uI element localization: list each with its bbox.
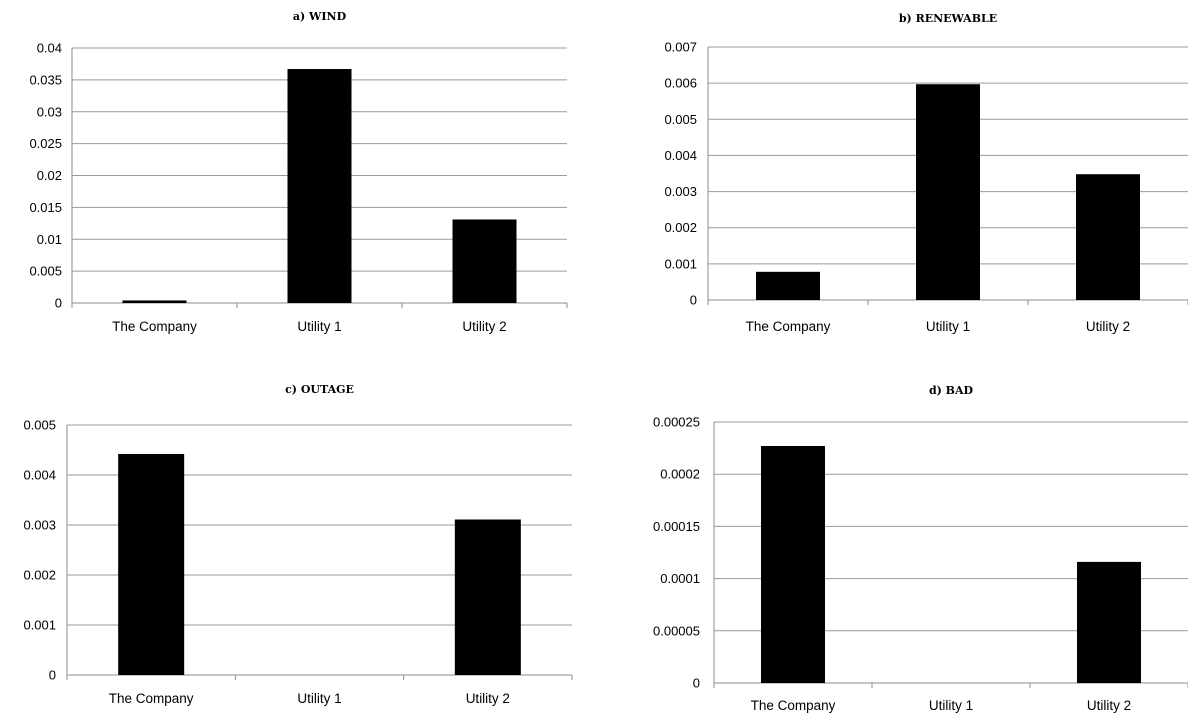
y-tick-label: 0.002 xyxy=(664,220,697,235)
x-tick-label: Utility 1 xyxy=(926,319,970,334)
y-tick-label: 0.003 xyxy=(23,518,56,533)
x-tick-label: Utility 2 xyxy=(1087,698,1131,713)
y-tick-label: 0.005 xyxy=(23,418,56,433)
y-tick-label: 0.0001 xyxy=(660,571,700,586)
y-tick-label: 0.001 xyxy=(664,256,697,271)
y-tick-label: 0.001 xyxy=(23,618,56,633)
x-tick-label: The Company xyxy=(751,698,836,713)
y-tick-label: 0.02 xyxy=(37,168,62,183)
y-tick-label: 0.006 xyxy=(664,76,697,91)
y-tick-label: 0.004 xyxy=(664,148,697,163)
chart-1: a) WIND 0 0.005 0.01 0.015 0.02 0.025 0.03 0.035… xyxy=(29,10,568,334)
x-tick-label: Utility 1 xyxy=(929,698,973,713)
x-tick-label: Utility 2 xyxy=(462,319,506,334)
bar-utility-2 xyxy=(1077,561,1141,683)
x-tick-label: The Company xyxy=(112,319,197,334)
y-tick-label: 0.04 xyxy=(37,41,62,56)
y-tick-label: 0.004 xyxy=(23,468,56,483)
bar-utility-2 xyxy=(452,219,517,303)
y-tick-label: 0.025 xyxy=(29,136,62,151)
chart-title: c) OUTAGE xyxy=(285,383,354,396)
bar-the-company xyxy=(122,300,187,303)
x-tick-label: Utility 2 xyxy=(466,691,510,706)
bar-the-company xyxy=(756,271,820,300)
y-tick-label: 0.002 xyxy=(23,568,56,583)
chart-4: d) BAD 0 0.00005 0.0001 0.00015 0.0002 0.00025… xyxy=(653,384,1188,713)
y-tick-label: 0.00025 xyxy=(653,415,700,430)
y-tick-label: 0.003 xyxy=(664,184,697,199)
x-tick-label: Utility 2 xyxy=(1086,319,1130,334)
y-tick-label: 0 xyxy=(55,296,62,311)
y-tick-label: 0.00015 xyxy=(653,519,700,534)
y-tick-label: 0 xyxy=(693,676,700,691)
chart-title: d) BAD xyxy=(929,384,974,397)
y-tick-label: 0.005 xyxy=(664,112,697,127)
chart-3: c) OUTAGE 0 0.001 0.002 0.003 0.004 0.005 The C… xyxy=(23,383,573,706)
bar-the-company xyxy=(761,446,825,683)
x-tick-label: The Company xyxy=(109,691,194,706)
y-tick-label: 0.035 xyxy=(29,72,62,87)
y-tick-label: 0 xyxy=(49,668,56,683)
y-tick-label: 0.007 xyxy=(664,40,697,55)
bar-the-company xyxy=(118,454,185,675)
bar-utility-1 xyxy=(916,84,980,300)
y-tick-label: 0.01 xyxy=(37,232,62,247)
y-tick-label: 0.005 xyxy=(29,264,62,279)
chart-title: b) RENEWABLE xyxy=(899,12,997,25)
y-tick-label: 0.03 xyxy=(37,104,62,119)
x-tick-label: The Company xyxy=(746,319,831,334)
chart-2: b) RENEWABLE 0 0.001 0.002 0.003 0.004 0.005 0.… xyxy=(664,12,1188,334)
y-tick-label: 0 xyxy=(690,293,697,308)
x-tick-label: Utility 1 xyxy=(297,319,341,334)
y-tick-label: 0.015 xyxy=(29,200,62,215)
bar-utility-2 xyxy=(454,519,521,675)
bar-utility-2 xyxy=(1076,174,1140,300)
y-tick-label: 0.00005 xyxy=(653,623,700,638)
x-tick-label: Utility 1 xyxy=(297,691,341,706)
y-tick-label: 0.0002 xyxy=(660,467,700,482)
bar-utility-1 xyxy=(287,69,352,303)
chart-title: a) WIND xyxy=(293,10,347,23)
